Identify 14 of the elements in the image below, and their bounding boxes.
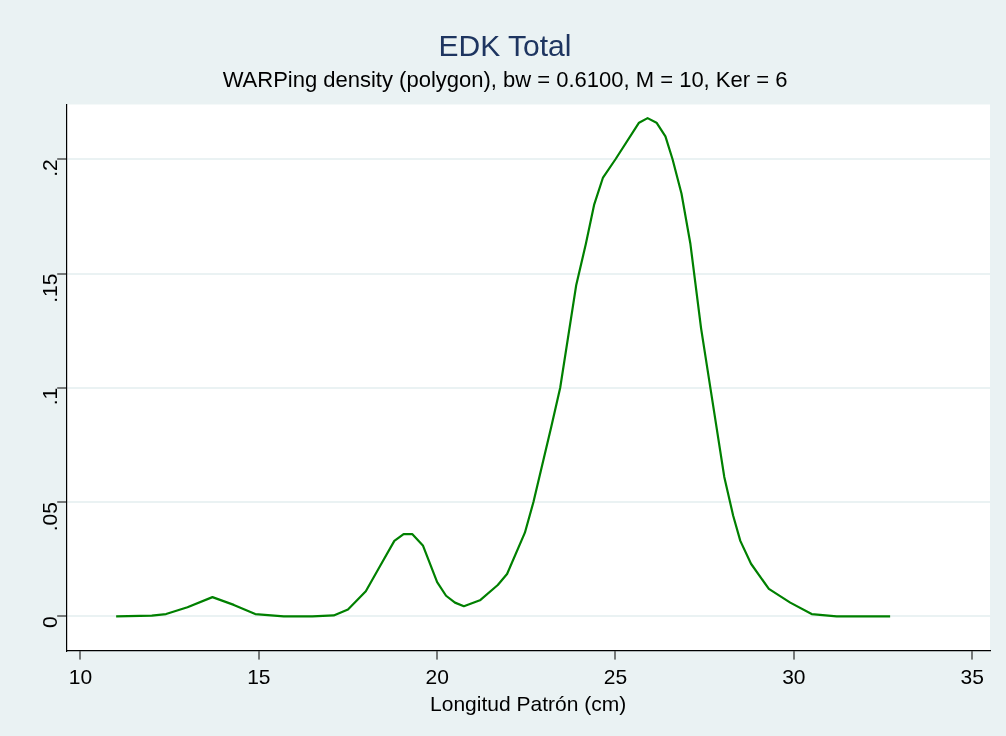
y-tick-label: .05 [38, 502, 61, 532]
x-tick-label: 15 [247, 665, 271, 688]
x-tick-label: 25 [603, 665, 628, 688]
chart-subtitle: WARPing density (polygon), bw = 0.6100, M = 10, Ker = 6 [222, 67, 788, 93]
x-tick-label: 20 [425, 665, 449, 688]
x-tick-label: 35 [960, 665, 984, 688]
x-tick-label: 10 [68, 665, 93, 688]
y-tick-label: .1 [38, 387, 61, 406]
x-tick-label: 30 [782, 665, 806, 688]
y-tick-label: 0 [38, 616, 61, 629]
y-tick-label: .2 [38, 159, 61, 177]
x-axis-title: Longitud Patrón (cm) [430, 692, 627, 716]
y-tick-label: .15 [38, 273, 61, 303]
chart-title: EDK Total [438, 29, 572, 63]
